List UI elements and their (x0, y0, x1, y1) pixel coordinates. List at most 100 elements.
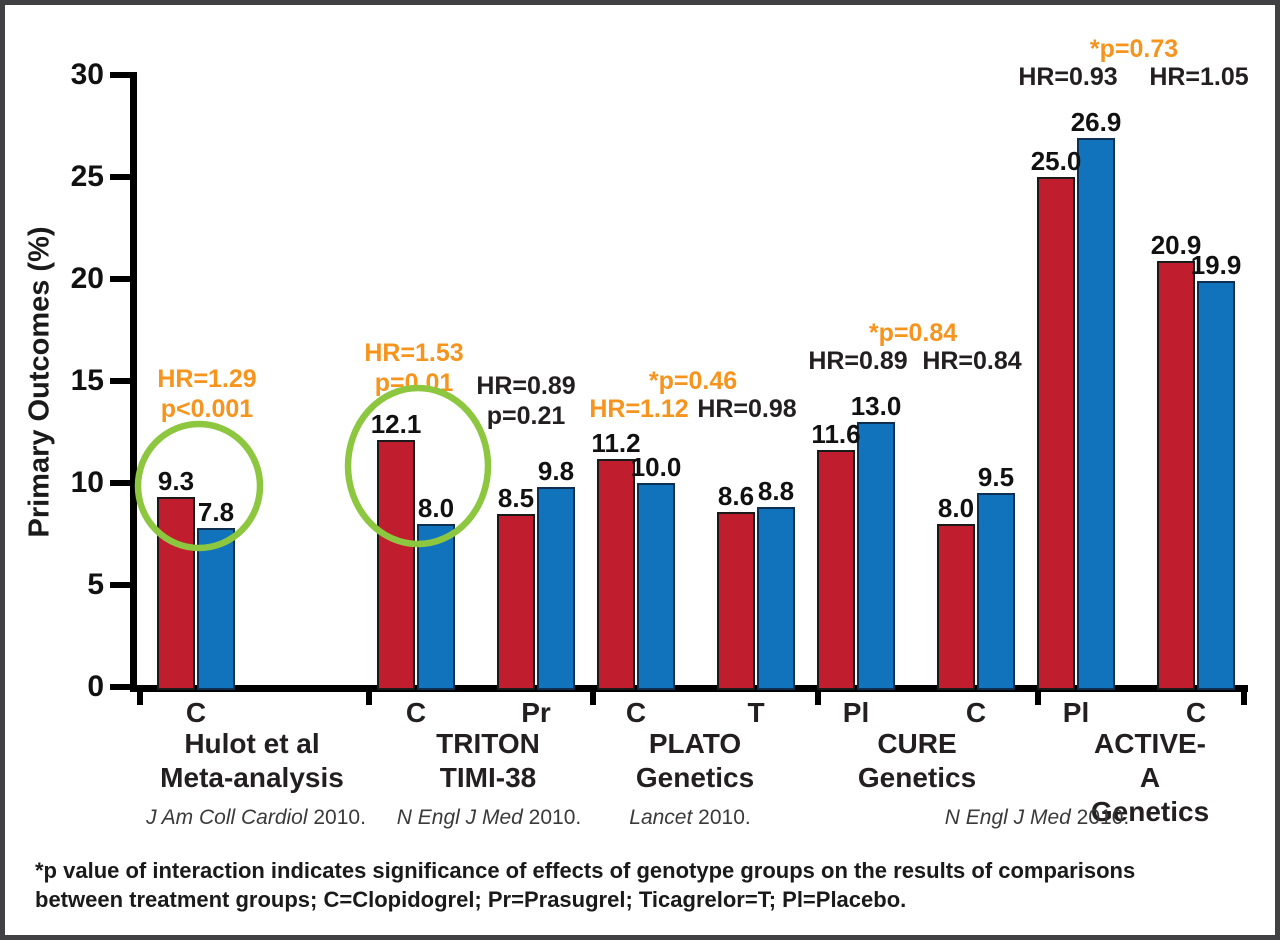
bar-value-blue: 26.9 (1070, 107, 1122, 138)
x-axis-tick (1241, 690, 1247, 705)
citation-year: 2010. (1070, 806, 1130, 829)
citation: N Engl J Med 2010. (397, 806, 581, 830)
annotation-orange: HR=1.12 (589, 395, 689, 423)
bar-red (817, 450, 855, 690)
bar-red (717, 511, 755, 690)
bar-value-blue: 8.0 (417, 492, 455, 523)
annotation-orange: p=0.01 (374, 369, 454, 397)
bar-blue (537, 487, 575, 690)
y-axis-tick (110, 276, 131, 282)
bar-red (157, 497, 195, 690)
x-axis-tick (366, 690, 372, 705)
bar-value-red: 25.0 (1030, 146, 1082, 176)
y-axis-tick-label: 25 (70, 160, 104, 193)
annotation-black: HR=0.98 (697, 395, 797, 423)
bar-blue (417, 523, 455, 690)
bar-red (1037, 177, 1075, 690)
citation-journal: N Engl J Med (396, 806, 523, 829)
annotation-orange: HR=1.53 (364, 339, 464, 367)
x-axis-tick (137, 690, 143, 705)
bar-value-blue: 8.8 (757, 476, 795, 507)
y-axis-tick (110, 72, 131, 78)
bar-value-red: 9.3 (157, 466, 195, 497)
x-axis-tick (590, 690, 596, 705)
y-axis-tick-label: 20 (70, 262, 104, 295)
annotation-orange: HR=1.29 (157, 365, 257, 393)
y-axis-tick-label: 0 (87, 670, 104, 703)
bar-red (497, 513, 535, 690)
bar-blue (637, 483, 675, 690)
y-axis-tick-label: 5 (87, 568, 104, 601)
bar-blue (857, 421, 895, 690)
citation-year: 2010. (307, 806, 366, 829)
annotation-black: HR=0.89 (476, 372, 576, 400)
annotation-black: HR=0.89 (808, 347, 908, 375)
y-axis-tick-label: 30 (70, 58, 104, 91)
bar-value-blue: 7.8 (197, 496, 235, 527)
pair-label: C (405, 697, 427, 728)
group-name: TRITON TIMI-38 (436, 728, 540, 793)
pair-label: T (747, 697, 765, 728)
bar-value-blue: 19.9 (1190, 250, 1242, 281)
footnote: *p value of interaction indicates signif… (35, 856, 1255, 914)
bar-blue (197, 527, 235, 690)
bar-value-blue: 13.0 (850, 390, 902, 421)
citation: Lancet 2010. (629, 806, 750, 830)
bar-red (377, 440, 415, 690)
footnote-line-2: between treatment groups; C=Clopidogrel;… (35, 887, 907, 912)
pair-label: C (965, 697, 987, 728)
annotation-black: HR=0.84 (922, 347, 1022, 375)
y-axis-tick (110, 480, 131, 486)
bar-value-red: 11.6 (811, 419, 861, 450)
citation: N Engl J Med 2010. (945, 806, 1129, 830)
pair-label: C (1185, 697, 1207, 728)
bar-value-red: 8.0 (937, 492, 975, 523)
y-axis-tick-label: 10 (70, 466, 104, 499)
citation-year: 2010. (522, 806, 582, 829)
annotation-black: p=0.21 (486, 402, 566, 430)
annotation-orange: *p=0.84 (868, 319, 958, 347)
citation-journal: J Am Coll Cardiol (146, 806, 308, 829)
citation-year: 2010. (692, 806, 751, 829)
annotation-black: HR=1.05 (1149, 63, 1249, 91)
annotation-black: HR=0.93 (1018, 63, 1118, 91)
bar-value-red: 11.2 (591, 427, 641, 458)
bar-blue (1077, 138, 1115, 690)
bar-blue (977, 493, 1015, 690)
bar-red (1157, 260, 1195, 690)
pair-label: Pl (1062, 697, 1090, 728)
bar-value-blue: 9.8 (537, 456, 575, 487)
pair-label: Pl (842, 697, 870, 728)
bar-blue (757, 507, 795, 690)
annotation-orange: *p=0.46 (648, 367, 738, 395)
x-axis-tick (815, 690, 821, 705)
citation-journal: Lancet (629, 806, 693, 829)
bar-red (597, 458, 635, 690)
x-axis-line (130, 685, 1248, 692)
citation-journal: N Engl J Med (944, 806, 1071, 829)
annotation-orange: *p=0.73 (1089, 35, 1179, 63)
y-axis-tick (110, 684, 131, 690)
y-axis-line (130, 72, 137, 692)
y-axis-tick (110, 174, 131, 180)
bar-red (937, 523, 975, 690)
y-axis-tick (110, 582, 131, 588)
bar-value-red: 12.1 (370, 409, 422, 440)
y-axis-tick (110, 378, 131, 384)
group-name: ACTIVE-A Genetics (1090, 728, 1210, 827)
annotation-orange: p<0.001 (160, 395, 254, 423)
bar-value-red: 20.9 (1150, 229, 1202, 260)
bar-value-red: 8.6 (717, 480, 755, 511)
pair-label: C (625, 697, 647, 728)
bar-value-blue: 9.5 (977, 462, 1015, 493)
pair-label: C (185, 697, 207, 728)
footnote-line-1: *p value of interaction indicates signif… (35, 858, 1136, 883)
bar-value-red: 8.5 (497, 482, 535, 513)
x-axis-tick (1035, 690, 1041, 705)
pair-label: Pr (521, 697, 551, 728)
bar-value-blue: 10.0 (630, 452, 682, 482)
group-name: CURE Genetics (857, 728, 977, 793)
y-axis-tick-label: 15 (70, 364, 104, 397)
